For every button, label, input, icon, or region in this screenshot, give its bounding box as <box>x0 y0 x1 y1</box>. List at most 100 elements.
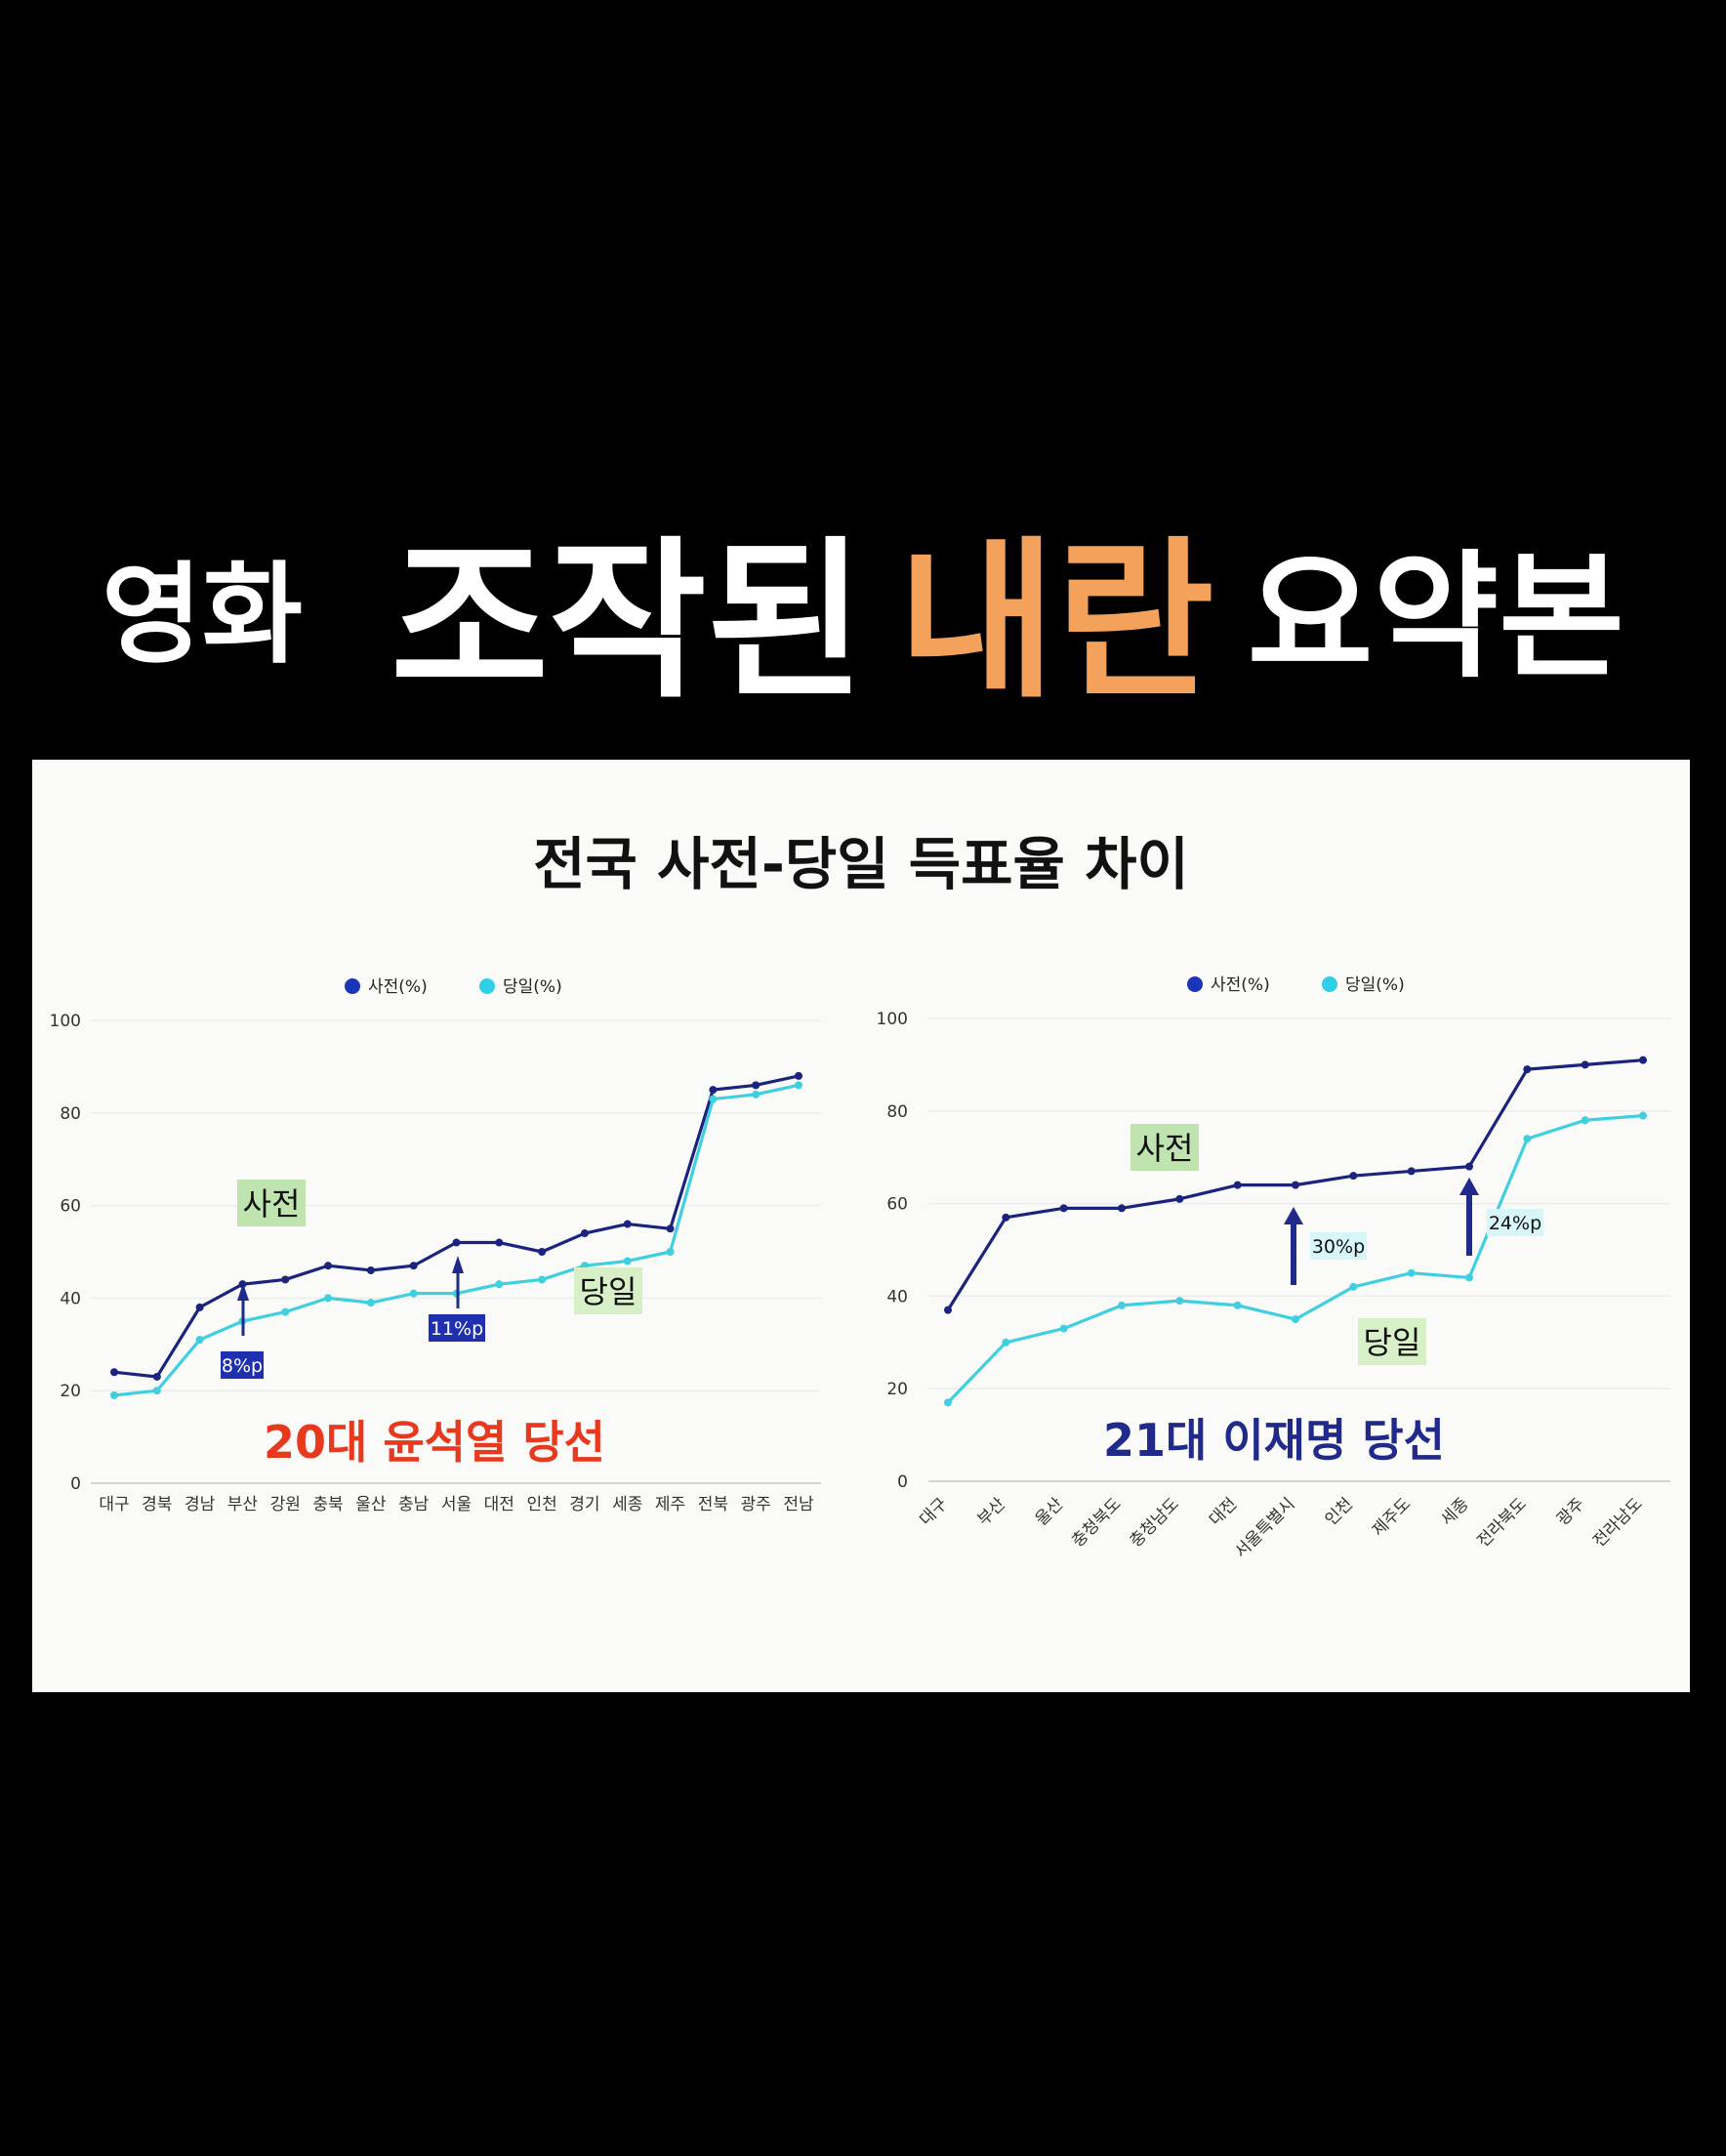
x-tick-label: 전라북도 <box>1473 1494 1530 1551</box>
data-point <box>1059 1324 1068 1333</box>
y-tick-label: 80 <box>60 1104 81 1124</box>
data-point <box>1002 1213 1010 1222</box>
data-point <box>281 1275 290 1284</box>
y-tick-label: 40 <box>60 1289 81 1308</box>
data-point <box>1292 1181 1299 1189</box>
legend-marker-day <box>1322 976 1337 992</box>
label-day: 당일 <box>580 1273 637 1310</box>
data-point <box>1118 1204 1126 1213</box>
data-point <box>452 1238 461 1247</box>
y-tick-label: 40 <box>886 1287 908 1306</box>
x-tick-label: 세종 <box>612 1495 642 1514</box>
data-point <box>1407 1268 1416 1277</box>
data-point <box>538 1248 547 1256</box>
legend-label-early: 사전(%) <box>368 977 428 997</box>
label-day: 당일 <box>1364 1324 1421 1361</box>
y-tick-label: 100 <box>50 1012 81 1031</box>
data-point <box>238 1280 247 1289</box>
label-early-bg <box>237 1180 306 1226</box>
x-tick-label: 경기 <box>569 1495 599 1514</box>
x-tick-label: 제주 <box>655 1495 685 1514</box>
x-tick-label: 전라남도 <box>1589 1494 1646 1551</box>
data-point <box>666 1224 675 1233</box>
y-tick-label: 60 <box>60 1197 81 1217</box>
data-point <box>944 1306 952 1314</box>
data-point <box>1523 1065 1532 1074</box>
legend-marker-early <box>1187 976 1203 992</box>
data-point <box>366 1299 375 1307</box>
gap-label-2-bg <box>1487 1209 1543 1236</box>
data-point <box>1639 1111 1647 1120</box>
gap-arrow-1-head <box>1284 1207 1303 1224</box>
x-tick-label: 서울 <box>441 1495 472 1514</box>
data-point <box>752 1090 760 1099</box>
data-point <box>1292 1315 1299 1324</box>
x-tick-label: 울산 <box>355 1495 387 1514</box>
x-tick-label: 충청남도 <box>1126 1494 1182 1551</box>
slide-title: 전국 사전-당일 득표율 차이 <box>533 831 1189 897</box>
x-tick-label: 부산 <box>227 1495 259 1514</box>
x-tick-label: 대전 <box>484 1495 514 1514</box>
data-point <box>795 1081 802 1090</box>
x-tick-label: 전남 <box>783 1495 814 1514</box>
x-tick-label: 인천 <box>1322 1494 1357 1529</box>
x-tick-label: 부산 <box>974 1494 1010 1530</box>
legend-label-day: 당일(%) <box>503 977 562 997</box>
data-point <box>324 1294 333 1303</box>
x-tick-label: 울산 <box>1032 1494 1068 1530</box>
data-point <box>409 1262 418 1270</box>
x-tick-label: 광주 <box>741 1495 771 1514</box>
x-tick-label: 충청북도 <box>1068 1494 1125 1551</box>
label-day-bg <box>1358 1318 1426 1365</box>
y-tick-label: 20 <box>886 1380 908 1399</box>
headline-word-manipulated: 조작된 <box>390 520 865 722</box>
gap-label-1: 8%p <box>222 1355 263 1377</box>
data-point <box>709 1095 718 1103</box>
data-point <box>944 1398 952 1407</box>
y-tick-label: 100 <box>877 1010 908 1029</box>
data-point <box>1233 1181 1242 1189</box>
data-point <box>1059 1204 1068 1213</box>
x-tick-label: 인천 <box>526 1495 556 1514</box>
data-point <box>1349 1282 1358 1291</box>
x-tick-label: 제주도 <box>1369 1494 1415 1540</box>
y-tick-label: 0 <box>897 1472 908 1492</box>
data-point <box>1581 1116 1589 1125</box>
data-point <box>1349 1172 1358 1181</box>
legend-label-early: 사전(%) <box>1211 975 1270 995</box>
label-early: 사전 <box>243 1185 301 1223</box>
y-tick-label: 80 <box>886 1102 908 1122</box>
gap-arrow-2-head <box>1459 1178 1479 1195</box>
data-point <box>538 1275 547 1284</box>
data-point <box>1639 1056 1647 1064</box>
data-point <box>1175 1297 1184 1306</box>
gap-label-1-bg <box>1310 1232 1367 1260</box>
headline: 영화 조작된 내란 요약본 <box>0 493 1726 722</box>
chart-20th-election: 0 20 40 60 80 100 사전(%) 당일(%) 대구 경북 경남 부산 강원 충북 울산 충남 서울… <box>50 977 821 1514</box>
data-point <box>366 1265 375 1274</box>
data-point <box>1581 1060 1589 1069</box>
chart-caption: 21대 이재명 당선 <box>1103 1414 1445 1467</box>
data-point <box>795 1071 802 1080</box>
data-point <box>580 1229 589 1238</box>
data-point <box>1175 1194 1184 1203</box>
data-point <box>495 1238 504 1247</box>
data-point <box>152 1387 161 1395</box>
data-point <box>623 1220 632 1228</box>
data-point <box>495 1280 504 1289</box>
x-tick-label: 강원 <box>270 1495 301 1514</box>
legend-marker-early <box>345 978 360 994</box>
data-point <box>752 1081 760 1090</box>
legend-label-day: 당일(%) <box>1345 975 1405 995</box>
gap-label-2: 11%p <box>431 1318 483 1340</box>
label-day-bg <box>574 1267 642 1314</box>
data-point <box>409 1289 418 1298</box>
data-point <box>110 1368 118 1377</box>
data-point <box>324 1262 333 1270</box>
data-point <box>709 1086 718 1095</box>
y-tick-label: 20 <box>60 1382 81 1401</box>
data-point <box>666 1248 675 1256</box>
x-tick-label: 충북 <box>312 1495 343 1514</box>
x-tick-label: 경남 <box>185 1495 216 1514</box>
chart-caption: 20대 윤석열 당선 <box>264 1416 605 1469</box>
